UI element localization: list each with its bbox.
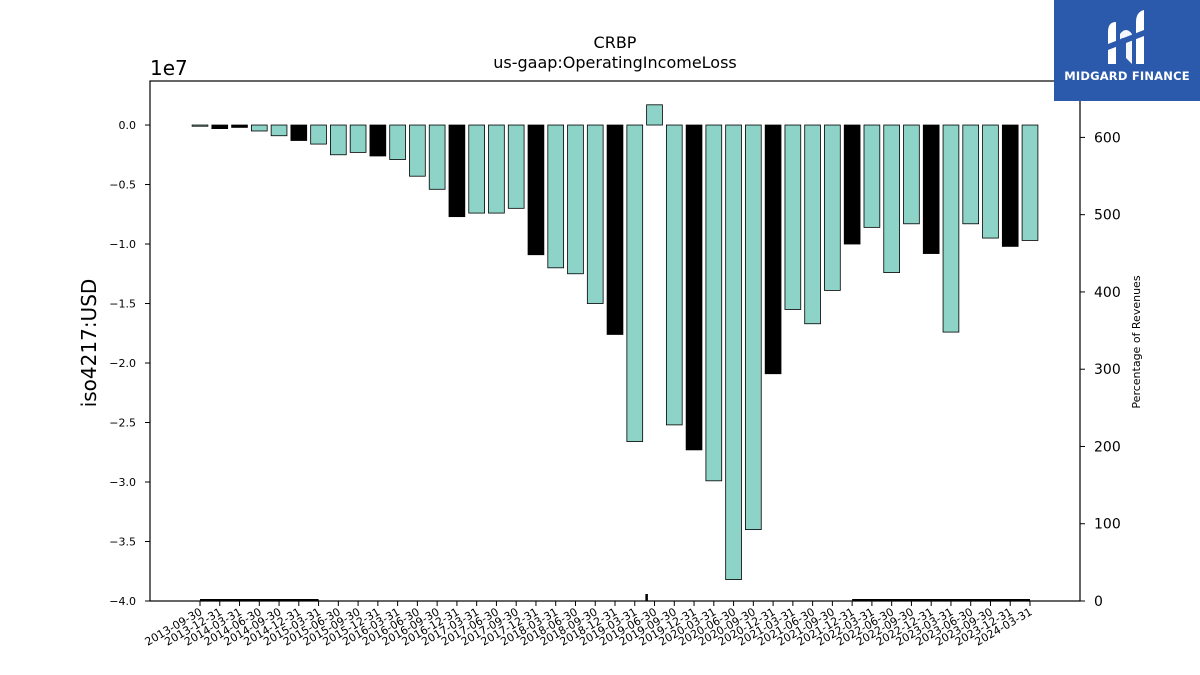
- y-tick-label: −3.0: [109, 476, 136, 489]
- y-tick-label: −2.5: [109, 417, 136, 430]
- bar-2023-06-30: [962, 124, 980, 225]
- bar-2018-12-31: [606, 124, 624, 335]
- midgard-finance-logo: MIDGARD FINANCE: [1054, 0, 1200, 101]
- logo-text: MIDGARD FINANCE: [1064, 69, 1190, 83]
- plot-frame: [149, 80, 1081, 602]
- bar-2023-03-31: [942, 124, 960, 333]
- bar-2023-09-30: [982, 124, 999, 239]
- bar-2021-12-31: [843, 124, 861, 245]
- bar-2022-06-30: [883, 124, 900, 273]
- bar-2021-09-30: [824, 124, 841, 291]
- bar-2013-09-30: [191, 124, 209, 127]
- bar-2018-06-30: [567, 124, 584, 275]
- y2-tick-label: 200: [1094, 439, 1121, 455]
- bar-2019-12-31: [685, 124, 703, 451]
- bar-2022-12-31: [922, 124, 940, 254]
- bar-2024-03-31: [1021, 124, 1039, 241]
- bar-2016-09-30: [428, 124, 446, 190]
- y-tick-label: −1.0: [109, 238, 136, 251]
- bar-2019-09-30: [665, 124, 683, 426]
- y2-tick-label: 300: [1094, 362, 1121, 378]
- bar-2022-03-31: [863, 124, 881, 228]
- bar-2020-03-31: [705, 124, 723, 482]
- bar-2015-12-31: [369, 124, 387, 157]
- chart-subtitle: us-gaap:OperatingIncomeLoss: [493, 53, 737, 72]
- bar-2021-03-31: [784, 124, 802, 310]
- y-tick-label: −3.5: [109, 536, 136, 549]
- bar-2017-06-30: [488, 124, 505, 214]
- bar-2021-06-30: [804, 124, 821, 325]
- bar-2015-06-30: [330, 124, 347, 156]
- y-tick-label: −2.0: [109, 357, 136, 370]
- y2-tick-label: 600: [1094, 130, 1121, 146]
- bar-2018-09-30: [586, 124, 604, 304]
- y2-tick-label: 400: [1094, 285, 1121, 301]
- bar-2019-03-31: [626, 124, 644, 442]
- y-axis-label: iso4217:USD: [77, 279, 101, 408]
- y2-tick-label: 100: [1094, 517, 1121, 533]
- bar-2019-06-30: [646, 104, 663, 126]
- y-tick-label: −1.5: [109, 298, 136, 311]
- bar-2015-03-31: [310, 124, 327, 145]
- y2-axis-label: Percentage of Revenues: [1130, 275, 1143, 408]
- bar-2016-12-31: [448, 124, 466, 218]
- y2-tick-label: 0: [1094, 594, 1103, 610]
- bar-2016-03-31: [389, 124, 406, 160]
- bar-2020-06-30: [725, 124, 742, 580]
- bar-2015-09-30: [349, 124, 367, 153]
- y-tick-label: −4.0: [109, 595, 136, 608]
- y-offset-text: 1e7: [150, 56, 188, 80]
- bar-2013-12-31: [211, 124, 229, 129]
- bar-2017-09-30: [507, 124, 525, 209]
- bar-2023-12-31: [1001, 124, 1019, 247]
- bar-2017-12-31: [527, 124, 545, 256]
- bar-2014-03-31: [231, 124, 248, 128]
- bar-2016-06-30: [409, 124, 426, 177]
- bar-2020-12-31: [764, 124, 782, 375]
- y2-tick-label: 500: [1094, 208, 1121, 224]
- bar-2014-12-31: [290, 124, 308, 141]
- bar-2017-03-31: [468, 124, 485, 214]
- y-tick-label: 0.0: [119, 119, 137, 132]
- logo-mark-icon: [1108, 10, 1144, 64]
- chart-title: CRBP: [594, 33, 637, 52]
- bar-2014-06-30: [250, 124, 268, 132]
- bar-2014-09-30: [270, 124, 288, 137]
- y-tick-label: −0.5: [109, 179, 136, 192]
- bar-2020-09-30: [745, 124, 762, 531]
- bar-2022-09-30: [903, 124, 920, 225]
- bar-2018-03-31: [547, 124, 565, 269]
